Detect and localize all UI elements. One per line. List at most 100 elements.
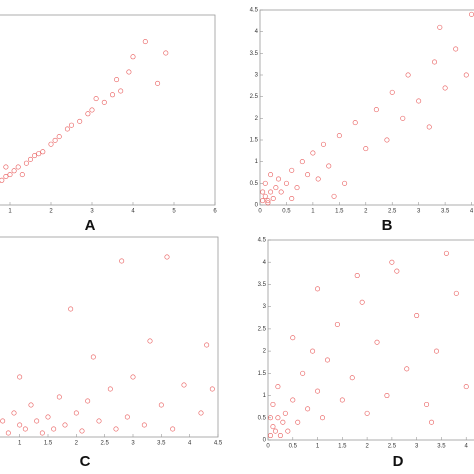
scatter-point <box>300 370 306 376</box>
scatter-point <box>155 80 161 86</box>
y-tick-label: 0 <box>255 203 259 209</box>
scatter-point <box>260 189 266 195</box>
x-tick-label: 0.5 <box>289 444 298 450</box>
scatter-point <box>107 386 113 392</box>
y-tick-label: 1.5 <box>250 138 259 144</box>
scatter-point <box>334 321 340 327</box>
scatter-point <box>453 290 459 296</box>
scatter-point <box>40 149 46 155</box>
x-tick-label: 5 <box>172 209 176 215</box>
x-tick-label: 0 <box>258 209 262 215</box>
panel-label: D <box>393 453 404 470</box>
scatter-point <box>278 189 284 195</box>
scatter-point <box>130 54 136 60</box>
scatter-point <box>158 402 164 408</box>
scatter-point <box>339 397 345 403</box>
x-tick-label: 0 <box>266 444 270 450</box>
scatter-point <box>79 428 85 434</box>
scatter-point <box>363 146 369 152</box>
scatter-point <box>424 401 430 407</box>
scatter-point <box>147 338 153 344</box>
y-tick-label: 2.5 <box>250 94 259 100</box>
scatter-point <box>164 254 170 260</box>
y-tick-label: 0 <box>263 438 267 444</box>
x-tick-label: 2.5 <box>388 444 397 450</box>
scatter-point <box>276 176 282 182</box>
scatter-point <box>373 107 379 113</box>
scatter-point <box>270 424 276 430</box>
scatter-point <box>89 107 95 113</box>
plot-frame <box>267 239 474 441</box>
scatter-point <box>119 258 125 264</box>
scatter-point <box>62 422 68 428</box>
scatter-point <box>295 419 301 425</box>
scatter-point <box>17 374 23 380</box>
scatter-point <box>315 286 321 292</box>
scatter-point <box>324 357 330 363</box>
x-tick-label: 3.5 <box>441 209 450 215</box>
x-tick-label: 1 <box>311 209 315 215</box>
scatter-point <box>404 366 410 372</box>
scatter-point <box>384 137 390 143</box>
scatter-point <box>389 89 395 95</box>
x-tick-label: 2 <box>364 209 368 215</box>
scatter-point <box>275 415 281 421</box>
scatter-point <box>85 111 91 117</box>
y-tick-label: 4 <box>255 29 259 35</box>
x-tick-label: 6 <box>213 209 217 215</box>
scatter-point <box>275 384 281 390</box>
scatter-point <box>141 422 147 428</box>
y-tick-label: 3 <box>263 304 267 310</box>
scatter-point <box>443 250 449 256</box>
scatter-point <box>349 375 355 381</box>
scatter-point <box>277 433 283 439</box>
scatter-point <box>267 415 273 421</box>
scatter-point <box>118 88 124 94</box>
scatter-point <box>260 198 266 204</box>
scatter-point <box>265 198 271 204</box>
scatter-point <box>45 414 51 420</box>
scatter-point <box>36 151 42 157</box>
scatter-point <box>93 96 99 102</box>
scatter-point <box>0 177 5 183</box>
scatter-point <box>414 313 420 319</box>
panel-label: B <box>382 217 393 234</box>
scatter-point <box>64 126 70 132</box>
x-tick-label: 2.5 <box>100 441 109 447</box>
x-tick-label: 4 <box>465 444 469 450</box>
scatter-point <box>267 433 273 439</box>
x-tick-label: 3.5 <box>437 444 446 450</box>
x-tick-label: 1 <box>8 209 12 215</box>
scatter-point <box>85 398 91 404</box>
scatter-point <box>432 59 438 65</box>
scatter-point <box>142 39 148 45</box>
scatter-point <box>272 428 278 434</box>
y-tick-label: 4.5 <box>258 238 267 244</box>
scatter-point <box>265 200 271 206</box>
x-tick-label: 2 <box>365 444 369 450</box>
scatter-point <box>315 388 321 394</box>
scatter-point <box>0 418 6 424</box>
scatter-point <box>7 172 13 178</box>
scatter-point <box>77 118 83 124</box>
x-tick-label: 3 <box>131 441 135 447</box>
scatter-point <box>32 153 38 159</box>
x-tick-label: 1.5 <box>44 441 53 447</box>
scatter-point <box>320 415 326 421</box>
scatter-point <box>354 273 360 279</box>
scatter-point <box>56 394 62 400</box>
scatter-point <box>310 348 316 354</box>
scatter-point <box>289 167 295 173</box>
scatter-point <box>19 172 25 178</box>
scatter-point <box>262 193 268 199</box>
scatter-point <box>5 430 11 436</box>
scatter-point <box>400 115 406 121</box>
scatter-point <box>56 134 62 140</box>
scatter-point <box>315 176 321 182</box>
scatter-point <box>299 159 305 165</box>
scatter-point <box>463 72 469 78</box>
scatter-point <box>126 69 132 75</box>
y-tick-label: 2.5 <box>258 326 267 332</box>
y-tick-label: 3.5 <box>250 51 259 57</box>
scatter-point <box>39 430 45 436</box>
